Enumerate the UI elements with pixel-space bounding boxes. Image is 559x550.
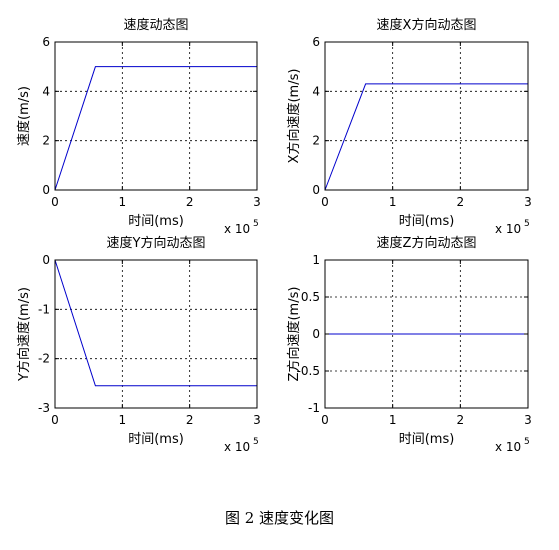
x-axis-label-3: 时间(ms) [128,432,184,447]
series-line-3 [54,259,257,387]
y-tick-label-4-3: 0.5 [301,290,320,304]
x-exponent-label-3: x 10 [224,440,250,454]
y-tick-label-1-3: 6 [42,35,50,49]
y-tick-label-3-3: 0 [42,253,50,267]
x-tick-label-3-3: 3 [253,413,261,427]
x-exponent-power-1: 5 [253,219,259,229]
x-tick-label-2-1: 1 [389,195,397,209]
y-tick-label-4-2: 0 [312,327,320,341]
x-tick-label-4-2: 2 [457,413,465,427]
x-tick-label-1-0: 0 [51,195,59,209]
chart-title-4: 速度Z方向动态图 [377,235,477,251]
axes-frame-2 [324,41,529,191]
y-axis-label-3: Y方向速度(m/s) [16,287,32,382]
chart-title-2: 速度X方向动态图 [377,17,477,33]
x-exponent-power-3: 5 [253,437,259,447]
x-exponent-label-4: x 10 [495,440,521,454]
y-tick-label-3-1: -2 [38,352,50,366]
y-tick-label-4-4: 1 [312,253,320,267]
x-tick-label-2-3: 3 [524,195,532,209]
y-tick-label-1-2: 4 [42,84,50,98]
x-exponent-power-4: 5 [524,437,530,447]
plot-area-2 [325,42,528,190]
series-line-1 [54,66,257,191]
y-tick-label-1-0: 0 [42,183,50,197]
y-tick-label-1-1: 2 [42,134,50,148]
x-axis-label-2: 时间(ms) [399,214,455,229]
y-axis-label-1: 速度(m/s) [16,86,32,146]
y-tick-label-2-3: 6 [312,35,320,49]
plot-area-3 [55,260,257,408]
chart-title-1: 速度动态图 [123,17,188,33]
x-tick-label-1-2: 2 [186,195,194,209]
y-axis-label-2: X方向速度(m/s) [286,69,302,164]
chart-title-3: 速度Y方向动态图 [107,235,206,251]
y-tick-label-2-1: 2 [312,134,320,148]
x-axis-label-1: 时间(ms) [128,214,184,229]
x-tick-label-1-3: 3 [253,195,261,209]
x-tick-label-1-1: 1 [119,195,127,209]
x-tick-label-4-3: 3 [524,413,532,427]
x-tick-label-2-0: 0 [321,195,329,209]
axes-frame-3 [54,259,258,409]
x-tick-label-2-2: 2 [457,195,465,209]
axes-frame-1 [54,41,258,191]
y-tick-label-3-2: -1 [38,302,50,316]
x-tick-label-3-2: 2 [186,413,194,427]
figure-caption: 图 2 速度变化图 [224,509,335,527]
plot-area-1 [55,42,257,190]
x-tick-label-3-0: 0 [51,413,59,427]
y-tick-label-4-1: -0.5 [297,364,320,378]
x-exponent-label-1: x 10 [224,222,250,236]
series-line-2 [324,83,528,191]
x-tick-label-3-1: 1 [119,413,127,427]
y-tick-label-2-2: 4 [312,84,320,98]
y-axis-label-4: Z方向速度(m/s) [286,287,302,382]
x-exponent-label-2: x 10 [495,222,521,236]
x-tick-label-4-1: 1 [389,413,397,427]
x-tick-label-4-0: 0 [321,413,329,427]
y-tick-label-3-0: -3 [38,401,50,415]
y-tick-label-2-0: 0 [312,183,320,197]
x-axis-label-4: 时间(ms) [399,432,455,447]
x-exponent-power-2: 5 [524,219,530,229]
y-tick-label-4-0: -1 [308,401,320,415]
